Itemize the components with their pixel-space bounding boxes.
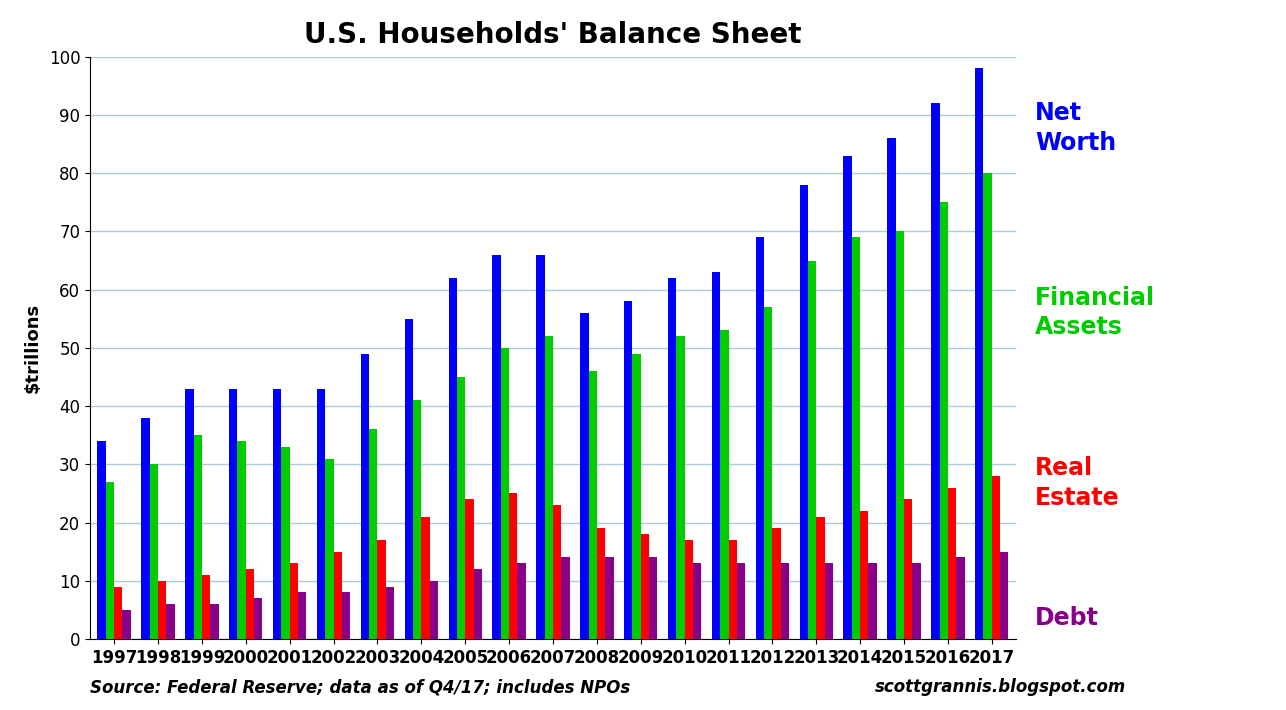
Bar (545, 337, 553, 639)
Bar (860, 511, 868, 639)
Bar (316, 388, 325, 639)
Bar (509, 493, 517, 639)
Bar (289, 563, 298, 639)
Bar (238, 441, 246, 639)
Bar (693, 563, 701, 639)
Bar (246, 569, 255, 639)
Bar (158, 581, 166, 639)
Bar (633, 354, 640, 639)
Bar (589, 371, 597, 639)
Bar (684, 540, 693, 639)
Bar (282, 447, 289, 639)
Bar (536, 255, 545, 639)
Bar (667, 278, 676, 639)
Bar (1001, 552, 1008, 639)
Bar (342, 592, 350, 639)
Y-axis label: $trillions: $trillions (23, 303, 41, 393)
Bar (624, 301, 633, 639)
Bar (413, 400, 422, 639)
Bar (361, 354, 369, 639)
Bar (851, 237, 860, 639)
Bar (817, 517, 824, 639)
Bar (553, 505, 561, 639)
Bar (649, 557, 657, 639)
Bar (378, 540, 386, 639)
Bar (98, 441, 105, 639)
Bar (975, 68, 984, 639)
Bar (105, 482, 114, 639)
Bar (844, 155, 851, 639)
Bar (940, 202, 948, 639)
Bar (229, 388, 238, 639)
Bar (114, 586, 122, 639)
Text: Debt: Debt (1035, 606, 1100, 630)
Bar (676, 337, 684, 639)
Bar (333, 552, 342, 639)
Bar (808, 261, 817, 639)
Bar (386, 586, 394, 639)
Bar (737, 563, 745, 639)
Bar (824, 563, 833, 639)
Bar (597, 528, 606, 639)
Bar (781, 563, 790, 639)
Bar (931, 104, 940, 639)
Bar (957, 557, 964, 639)
Bar (756, 237, 764, 639)
Bar (194, 435, 202, 639)
Text: scottgrannis.blogspot.com: scottgrannis.blogspot.com (874, 678, 1125, 697)
Bar (887, 138, 896, 639)
Bar (517, 563, 526, 639)
Bar (606, 557, 613, 639)
Bar (800, 185, 808, 639)
Bar (149, 464, 158, 639)
Text: Financial
Assets: Financial Assets (1035, 285, 1155, 339)
Bar (325, 459, 333, 639)
Bar (473, 569, 482, 639)
Bar (141, 417, 149, 639)
Text: Net
Worth: Net Worth (1035, 101, 1116, 155)
Bar (166, 604, 175, 639)
Bar (773, 528, 781, 639)
Title: U.S. Households' Balance Sheet: U.S. Households' Balance Sheet (305, 21, 801, 49)
Bar (449, 278, 457, 639)
Bar (720, 330, 728, 639)
Bar (904, 499, 912, 639)
Bar (728, 540, 737, 639)
Bar (298, 592, 306, 639)
Bar (984, 173, 992, 639)
Bar (210, 604, 219, 639)
Bar (992, 476, 1001, 639)
Bar (466, 499, 473, 639)
Bar (561, 557, 570, 639)
Bar (430, 581, 439, 639)
Bar (185, 388, 194, 639)
Bar (712, 272, 720, 639)
Bar (405, 319, 413, 639)
Bar (948, 488, 957, 639)
Bar (896, 231, 904, 639)
Bar (764, 307, 773, 639)
Bar (122, 610, 131, 639)
Bar (255, 599, 262, 639)
Bar (273, 388, 282, 639)
Bar (422, 517, 430, 639)
Bar (202, 575, 210, 639)
Bar (457, 377, 466, 639)
Bar (912, 563, 921, 639)
Text: Source: Federal Reserve; data as of Q4/17; includes NPOs: Source: Federal Reserve; data as of Q4/1… (90, 678, 630, 697)
Text: Real
Estate: Real Estate (1035, 456, 1120, 510)
Bar (580, 313, 589, 639)
Bar (640, 534, 649, 639)
Bar (369, 430, 378, 639)
Bar (493, 255, 500, 639)
Bar (500, 348, 509, 639)
Bar (868, 563, 877, 639)
